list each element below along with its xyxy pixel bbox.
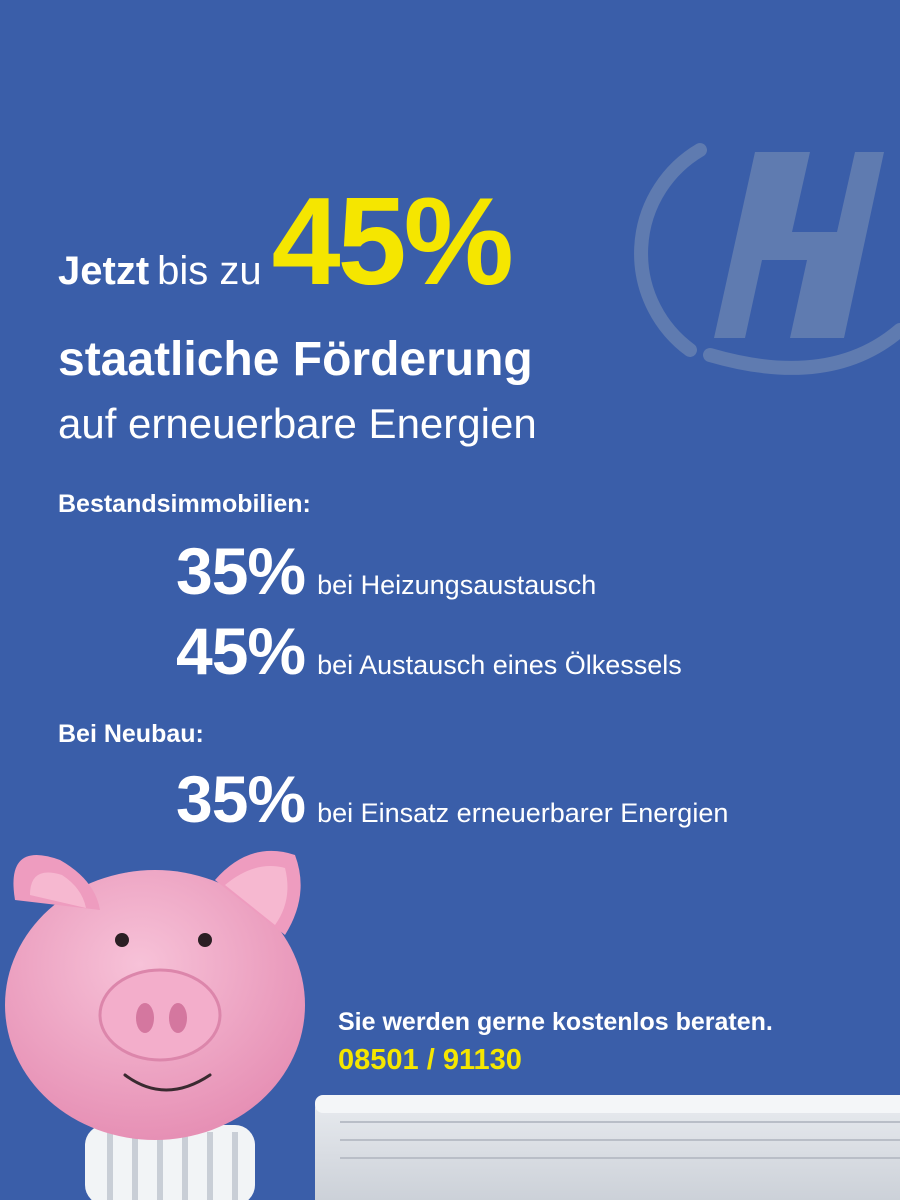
cta-text: Sie werden gerne kostenlos beraten.: [338, 1008, 773, 1036]
rate-description: bei Einsatz erneuerbarer Energien: [317, 798, 729, 828]
h-logo-icon: [634, 143, 900, 375]
headline-row: Jetzt bis zu45%: [58, 180, 514, 304]
piggy-radiator-illustration: [5, 850, 900, 1200]
headline-subsidy: staatliche Förderung: [58, 333, 533, 386]
section-label-existing: Bestandsimmobilien:: [58, 490, 311, 518]
headline-big-percent: 45%: [271, 173, 514, 311]
rate-row: 45% bei Austausch eines Ölkessels: [176, 618, 682, 684]
headline-word-jetzt: Jetzt: [58, 249, 150, 293]
headline-words-bis-zu: bis zu: [157, 249, 262, 293]
rate-percent: 35%: [176, 534, 306, 608]
rate-description: bei Austausch eines Ölkessels: [317, 650, 682, 680]
headline-energy: auf erneuerbare Energien: [58, 400, 537, 447]
rate-percent: 35%: [176, 762, 306, 836]
radiator-image: [85, 1095, 900, 1200]
piggy-bank-image: [5, 850, 305, 1140]
rate-percent: 45%: [176, 614, 306, 688]
phone-number[interactable]: 08501 / 91130: [338, 1044, 522, 1076]
rate-row: 35% bei Einsatz erneuerbarer Energien: [176, 766, 728, 832]
section-label-new-build: Bei Neubau:: [58, 720, 204, 748]
rate-description: bei Heizungsaustausch: [317, 570, 597, 600]
rate-row: 35% bei Heizungsaustausch: [176, 538, 596, 604]
